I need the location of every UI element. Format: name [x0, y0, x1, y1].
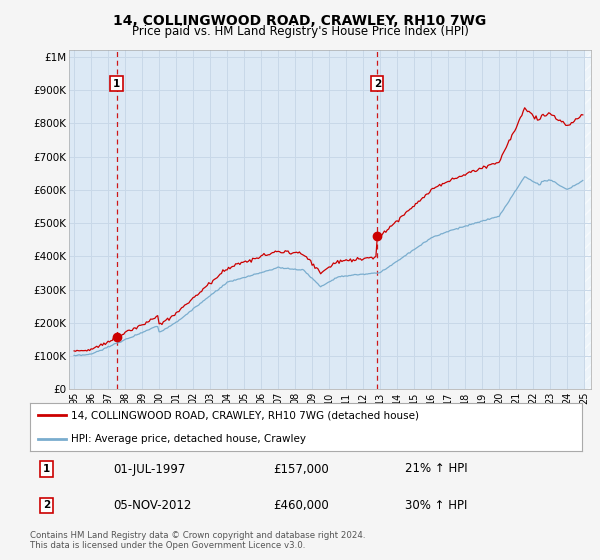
- Text: 14, COLLINGWOOD ROAD, CRAWLEY, RH10 7WG (detached house): 14, COLLINGWOOD ROAD, CRAWLEY, RH10 7WG …: [71, 410, 419, 420]
- Text: 2: 2: [43, 501, 50, 510]
- Text: HPI: Average price, detached house, Crawley: HPI: Average price, detached house, Craw…: [71, 434, 307, 444]
- Text: Price paid vs. HM Land Registry's House Price Index (HPI): Price paid vs. HM Land Registry's House …: [131, 25, 469, 38]
- Text: 1: 1: [113, 78, 120, 88]
- Text: £157,000: £157,000: [273, 463, 329, 475]
- Text: 2: 2: [374, 78, 381, 88]
- Text: 21% ↑ HPI: 21% ↑ HPI: [406, 463, 468, 475]
- Text: 14, COLLINGWOOD ROAD, CRAWLEY, RH10 7WG: 14, COLLINGWOOD ROAD, CRAWLEY, RH10 7WG: [113, 14, 487, 28]
- Text: 01-JUL-1997: 01-JUL-1997: [113, 463, 185, 475]
- Text: 1: 1: [43, 464, 50, 474]
- Text: Contains HM Land Registry data © Crown copyright and database right 2024.
This d: Contains HM Land Registry data © Crown c…: [30, 531, 365, 550]
- Text: 30% ↑ HPI: 30% ↑ HPI: [406, 499, 468, 512]
- Text: 05-NOV-2012: 05-NOV-2012: [113, 499, 191, 512]
- Text: £460,000: £460,000: [273, 499, 329, 512]
